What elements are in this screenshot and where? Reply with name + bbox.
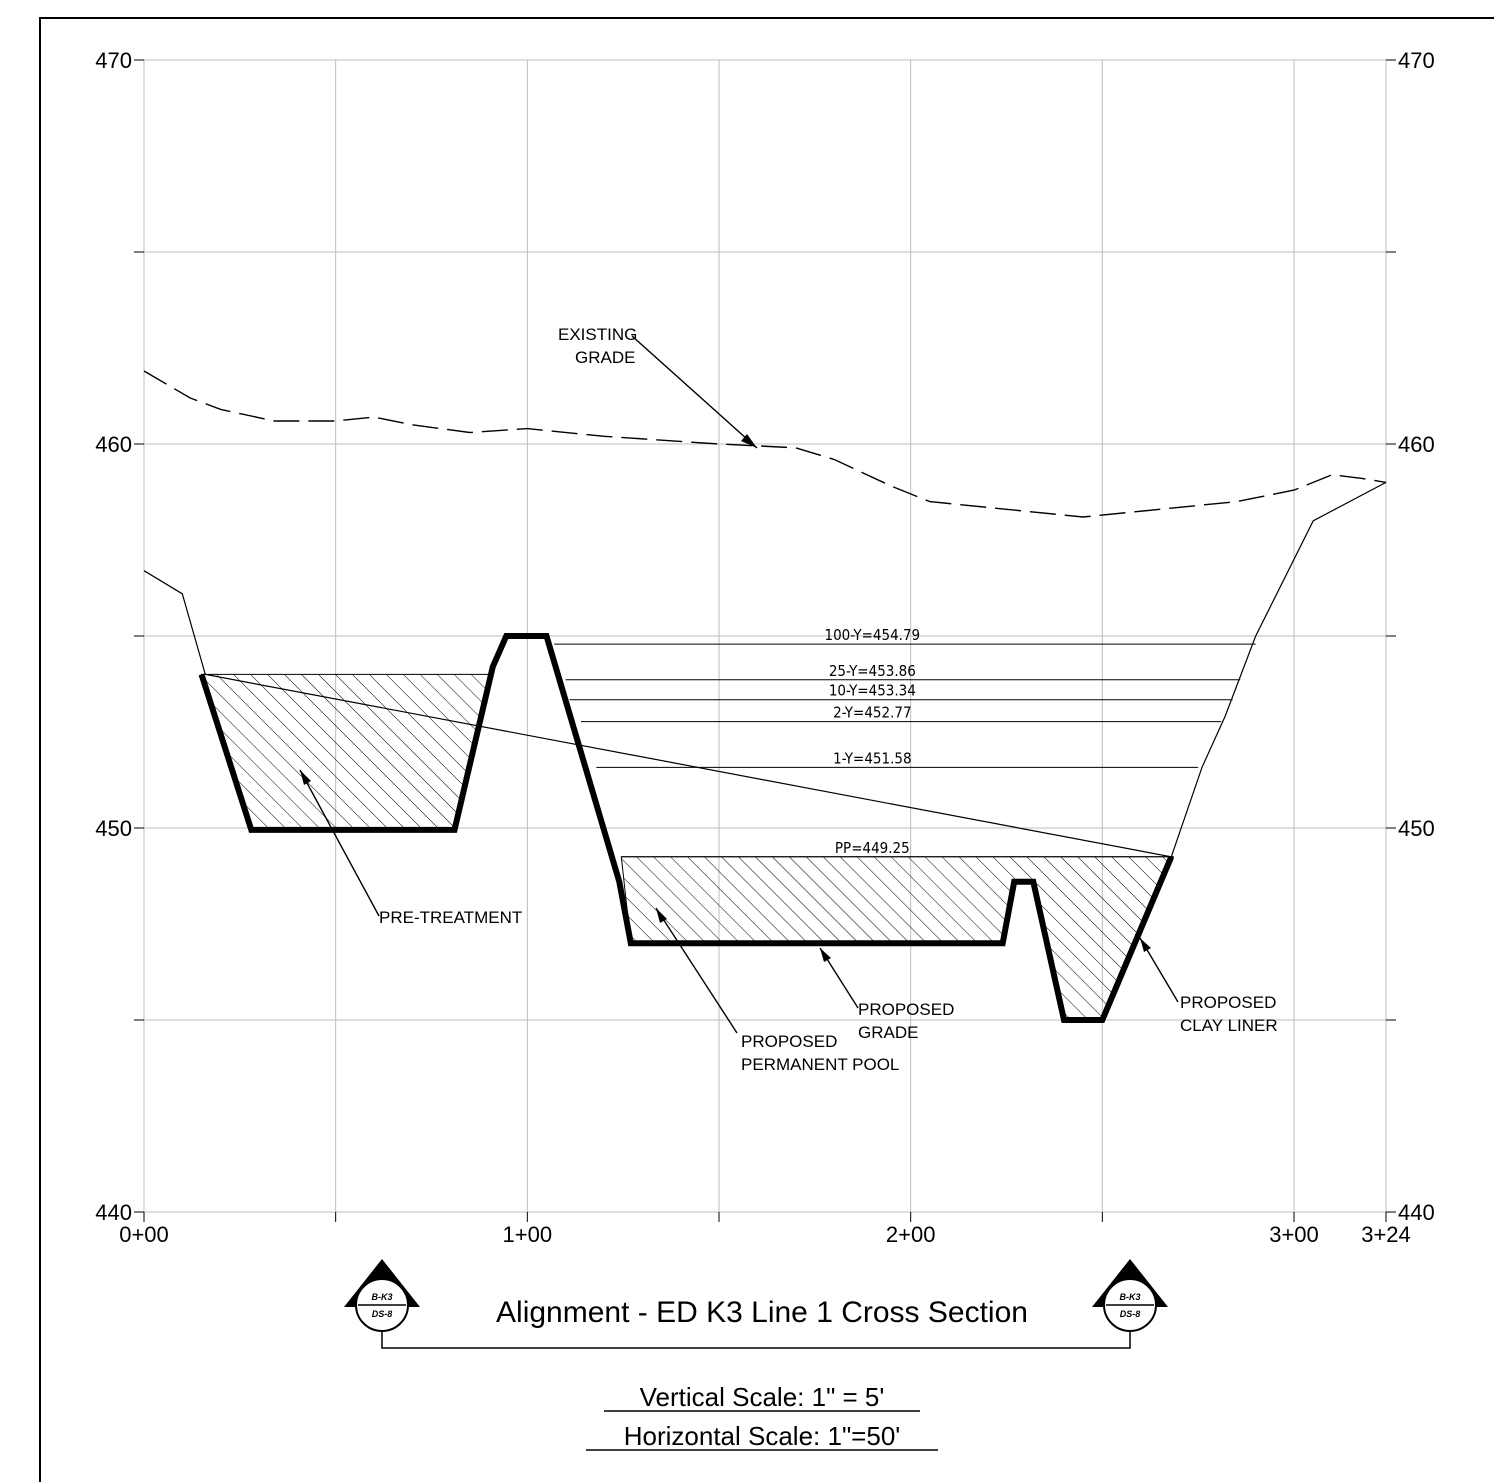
water-level-label: PP=449.25 [835, 839, 910, 857]
x-axis-label: 2+00 [886, 1222, 936, 1247]
existing-grade-line [143, 370, 1387, 518]
permanent-pool-arrowhead [656, 908, 667, 923]
permanent-pool-fill [620, 856, 1175, 1021]
marker-sheet-top: B-K3 [371, 1292, 392, 1302]
profile-lines [143, 370, 1387, 1023]
x-axis-label: 3+24 [1361, 1222, 1411, 1247]
proposed-grade-label-2: GRADE [858, 1023, 918, 1042]
vertical-scale: Vertical Scale: 1" = 5' [640, 1382, 885, 1412]
y-axis-label-left: 470 [95, 48, 132, 73]
horizontal-scale: Horizontal Scale: 1"=50' [624, 1421, 901, 1451]
section-cut-line [381, 1331, 1131, 1349]
y-axis-label-right: 440 [1398, 1200, 1435, 1225]
water-level-label: 1-Y=451.58 [833, 749, 911, 767]
x-axis-label: 1+00 [503, 1222, 553, 1247]
water-level-label: 2-Y=452.77 [833, 704, 911, 722]
marker-sheet-top: B-K3 [1119, 1292, 1140, 1302]
y-axis-label-right: 470 [1398, 48, 1435, 73]
water-level-label: 25-Y=453.86 [829, 662, 916, 680]
existing-grade-label: EXISTING [558, 325, 637, 344]
x-axis-label: 3+00 [1269, 1222, 1319, 1247]
hatched-areas [200, 673, 1175, 1021]
clay-liner-label-2: CLAY LINER [1180, 1016, 1278, 1035]
existing-grade-arrowhead [741, 434, 757, 448]
pre-treatment-leader [299, 769, 380, 917]
y-axis-label-left: 450 [95, 816, 132, 841]
permanent-pool-leader [655, 907, 738, 1034]
axis-ticks [134, 59, 1396, 1222]
clay-liner-label: PROPOSED [1180, 993, 1276, 1012]
section-marker-left: B-K3 DS-8 [344, 1259, 420, 1332]
proposed-grade-arrowhead [820, 948, 831, 962]
x-axis-label: 0+00 [119, 1222, 169, 1247]
existing-grade-label-2: GRADE [575, 348, 635, 367]
water-level-label: 100-Y=454.79 [825, 626, 921, 644]
pre-treatment-label: PRE-TREATMENT [379, 908, 522, 927]
marker-sheet-bottom: DS-8 [1120, 1309, 1141, 1319]
pretreatment-liner-line [198, 633, 1175, 1023]
permanent-pool-label: PROPOSED [741, 1032, 837, 1051]
callout-arrowheads [300, 434, 1151, 962]
proposed-grade-label: PROPOSED [858, 1000, 954, 1019]
natural-ground-line [143, 481, 1387, 858]
y-axis-label-left: 460 [95, 432, 132, 457]
existing-grade-leader [631, 335, 758, 449]
drawing-title: Alignment - ED K3 Line 1 Cross Section [496, 1296, 1028, 1329]
section-marker-right: B-K3 DS-8 [1092, 1259, 1168, 1332]
water-level-label: 10-Y=453.34 [829, 682, 916, 700]
sheet-border [39, 17, 1494, 1482]
pre-treatment-arrowhead [300, 770, 311, 785]
water-level-lines: 100-Y=454.79 25-Y=453.86 10-Y=453.34 2-Y=45… [554, 626, 1256, 858]
permanent-pool-label-2: PERMANENT POOL [741, 1055, 899, 1074]
y-axis-label-right: 450 [1398, 816, 1435, 841]
clay-liner-arrowhead [1140, 938, 1151, 952]
marker-sheet-bottom: DS-8 [372, 1309, 393, 1319]
y-axis-label-right: 460 [1398, 432, 1435, 457]
y-axis-label-left: 440 [95, 1200, 132, 1225]
